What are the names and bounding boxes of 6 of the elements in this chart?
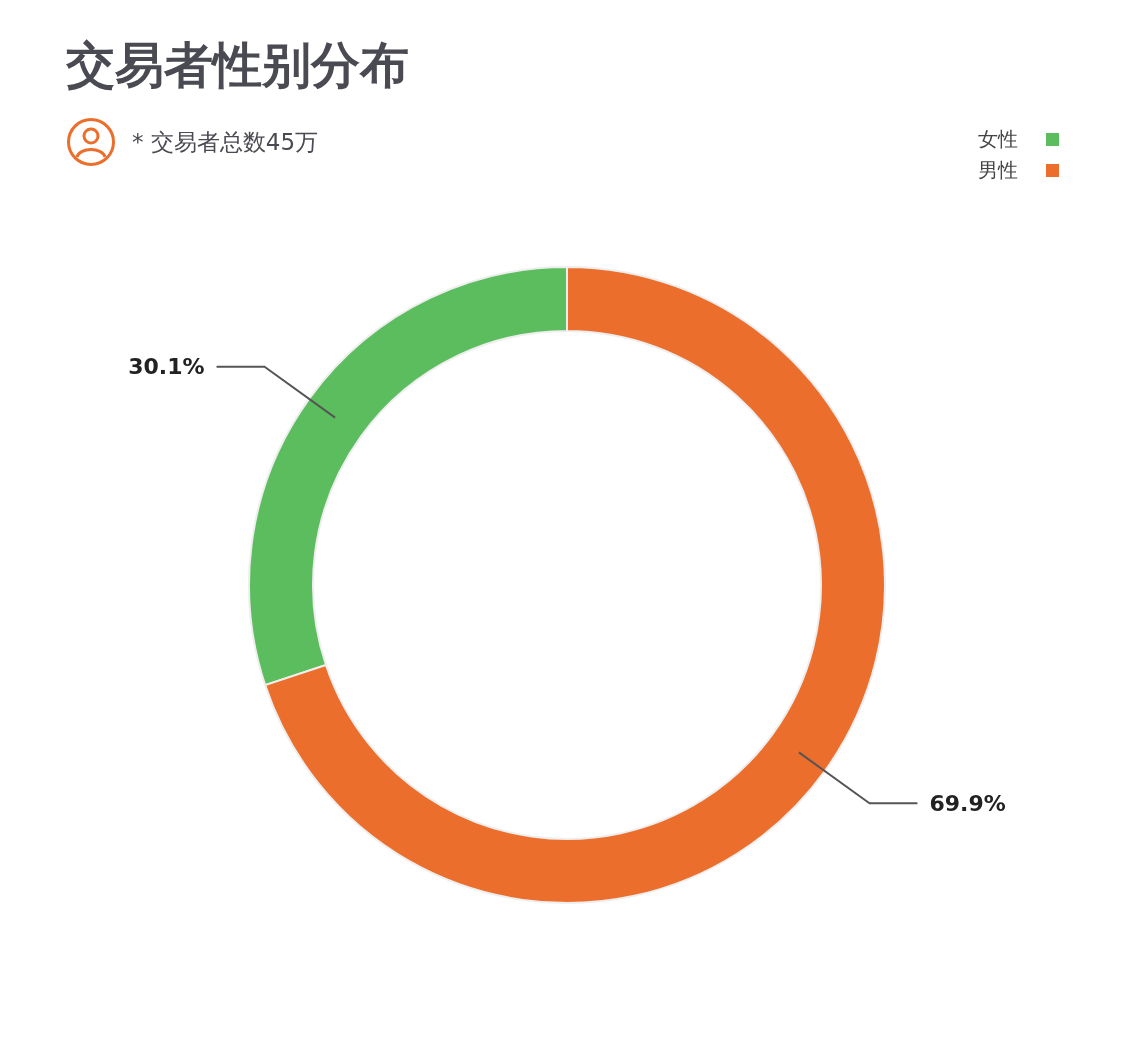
data-label: 30.1%	[128, 354, 205, 380]
chart-subtitle: * 交易者总数45万	[132, 128, 319, 157]
legend-label: 女性	[978, 126, 1018, 153]
chart-title: 交易者性别分布	[66, 36, 409, 96]
data-label: 69.9%	[929, 790, 1006, 816]
legend-label: 男性	[978, 157, 1018, 184]
